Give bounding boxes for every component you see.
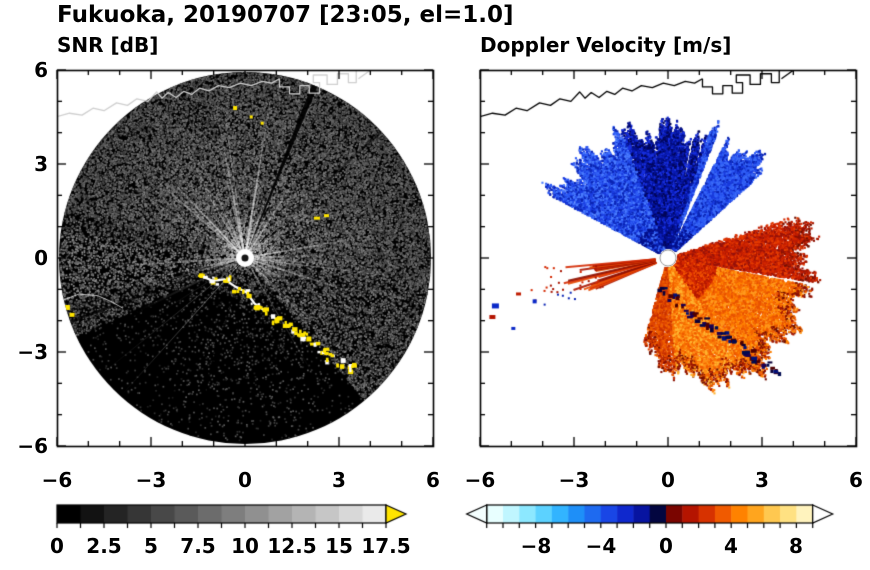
velocity-colorbar-label: −4 xyxy=(585,534,617,558)
x-tick-label: 3 xyxy=(755,468,769,492)
snr-colorbar-label: 10 xyxy=(231,534,259,558)
x-tick-label: −6 xyxy=(41,468,73,492)
snr-colorbar-label: 12.5 xyxy=(267,534,317,558)
velocity-colorbar-label: 8 xyxy=(789,534,803,558)
x-tick-label: 6 xyxy=(426,468,440,492)
figure-title: Fukuoka, 20190707 [23:05, el=1.0] xyxy=(57,2,514,28)
x-tick-label: −6 xyxy=(464,468,496,492)
snr-colorbar-label: 15 xyxy=(325,534,353,558)
velocity-colorbar-label: 4 xyxy=(724,534,738,558)
velocity-colorbar-label: −8 xyxy=(520,534,552,558)
snr-colorbar-label: 7.5 xyxy=(180,534,216,558)
x-tick-label: 0 xyxy=(661,468,675,492)
y-tick-label: −3 xyxy=(17,340,48,364)
x-tick-label: 0 xyxy=(238,468,252,492)
y-tick-label: 0 xyxy=(34,246,48,270)
y-tick-label: 6 xyxy=(34,58,48,82)
x-tick-label: 3 xyxy=(332,468,346,492)
x-tick-label: −3 xyxy=(558,468,590,492)
x-tick-label: −3 xyxy=(135,468,167,492)
snr-colorbar-label: 5 xyxy=(144,534,158,558)
panel-title-velocity: Doppler Velocity [m/s] xyxy=(480,33,732,57)
y-tick-label: −6 xyxy=(17,434,48,458)
snr-colorbar-label: 2.5 xyxy=(86,534,122,558)
velocity-colorbar-label: 0 xyxy=(659,534,673,558)
y-tick-label: 3 xyxy=(34,152,48,176)
x-tick-label: 6 xyxy=(849,468,863,492)
snr-colorbar-label: 17.5 xyxy=(361,534,411,558)
snr-colorbar-label: 0 xyxy=(50,534,64,558)
panel-title-snr: SNR [dB] xyxy=(57,33,159,57)
